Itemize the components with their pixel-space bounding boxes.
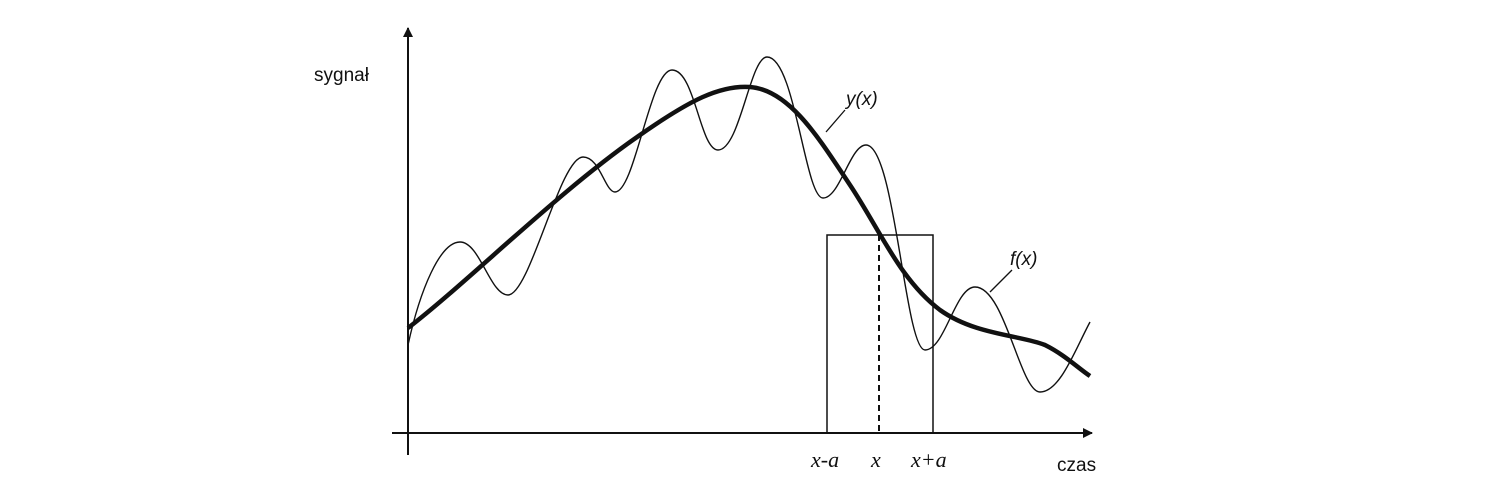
window-label: x xyxy=(870,447,881,472)
curve-label: y(x) xyxy=(844,89,878,110)
y-axis-label: sygnał xyxy=(314,65,370,86)
x-axis-label: czas xyxy=(1057,455,1096,476)
window-rect xyxy=(826,234,934,434)
smooth-curve xyxy=(406,84,1092,378)
curve-label: f(x) xyxy=(1010,249,1037,270)
window-label: x+a xyxy=(910,447,947,472)
leader-line xyxy=(825,109,846,133)
window-label: x-a xyxy=(810,447,839,472)
signal-curve xyxy=(407,56,1091,393)
leader-line xyxy=(989,269,1013,293)
